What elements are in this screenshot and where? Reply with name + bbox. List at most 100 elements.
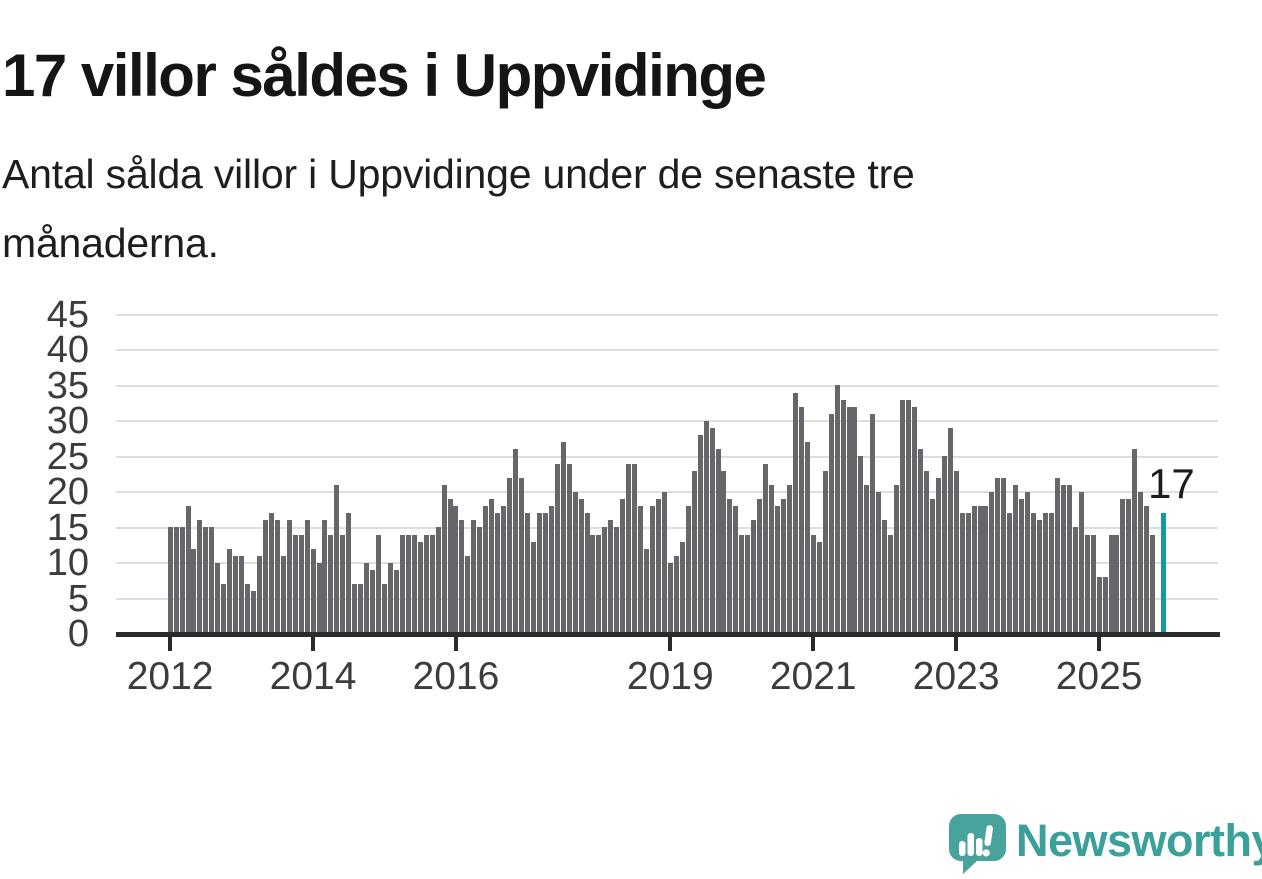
y-axis-label-0: 0 [67,613,89,655]
bar [393,570,399,636]
bar [959,513,965,636]
bar [781,499,786,636]
bar [256,556,262,636]
bar [328,535,334,636]
bar [590,535,596,636]
x-tick-2012 [168,637,173,651]
bar [1090,535,1096,636]
bar [1120,499,1126,636]
bar [501,506,507,636]
bar [274,520,280,636]
bar [941,456,947,636]
bar [370,570,376,636]
bar [929,499,935,636]
gridline-y-20 [116,491,1218,493]
page-title: 17 villor såldes i Uppvidinge [2,42,767,110]
bar [965,513,971,636]
bar [411,535,417,636]
bar [209,527,215,636]
bar [602,527,608,636]
bar [894,485,900,636]
bar [173,527,179,636]
bar [888,535,894,636]
bar [1013,485,1019,636]
bar [882,520,888,636]
gridline-y-15 [116,526,1218,529]
bar [185,506,191,636]
bar [751,520,757,636]
bar [513,449,518,636]
bar [822,471,828,636]
bar [644,549,649,636]
bar [566,464,572,636]
bar [685,506,691,636]
bar [912,407,917,636]
x-tick-2021 [811,637,816,651]
bar [524,513,530,636]
bar [322,520,328,636]
bar [221,584,227,636]
bar [983,506,989,636]
gridline-y-5 [116,597,1218,600]
bar [1043,513,1048,636]
bar [739,535,745,636]
bar [387,563,393,636]
bar [763,464,769,636]
x-axis-label-2014: 2014 [269,655,357,698]
x-tick-2023 [954,637,959,651]
bar [477,527,483,636]
bar [1072,527,1078,636]
bar [215,563,221,636]
bar [584,513,590,636]
bar [715,449,721,636]
bar [804,442,810,636]
newsworthy-logo-icon [949,814,1006,874]
bar [376,535,381,636]
bar [757,499,763,636]
y-axis-label-25: 25 [46,435,89,478]
bar [923,471,929,636]
bar [1114,535,1120,636]
bar [953,471,959,636]
bar [292,535,298,636]
bar [1144,506,1150,636]
subtitle-line-2: månaderna. [2,220,219,266]
bar [673,556,679,636]
bar [864,485,870,636]
bar [1096,577,1102,636]
bar [834,385,840,636]
bar [483,506,489,636]
bar [346,513,352,636]
bar [733,506,739,636]
bar [334,485,340,636]
bar [792,393,798,636]
bar [1037,520,1042,636]
bar [495,513,501,636]
bar [870,414,876,636]
bar [352,584,358,636]
bar [1084,535,1090,636]
bar [447,499,453,636]
bar [179,527,185,636]
bar [518,478,524,636]
bar [340,535,346,636]
subtitle-line-1: Antal sålda villor i Uppvidinge under de… [2,151,915,197]
bar [620,499,626,636]
bar [572,492,578,636]
bar [632,464,638,636]
bar [810,535,816,636]
bar [578,499,584,636]
gridline-y-10 [116,562,1218,564]
bar [316,563,322,636]
bar [191,549,197,636]
bar [650,506,655,636]
bar [227,549,233,636]
bar [638,506,643,636]
bar [304,520,310,636]
bar [1108,535,1114,636]
bar [548,506,554,636]
bar [471,520,477,636]
y-axis-label-15: 15 [46,506,89,549]
bar [614,527,620,636]
bar [709,428,715,636]
